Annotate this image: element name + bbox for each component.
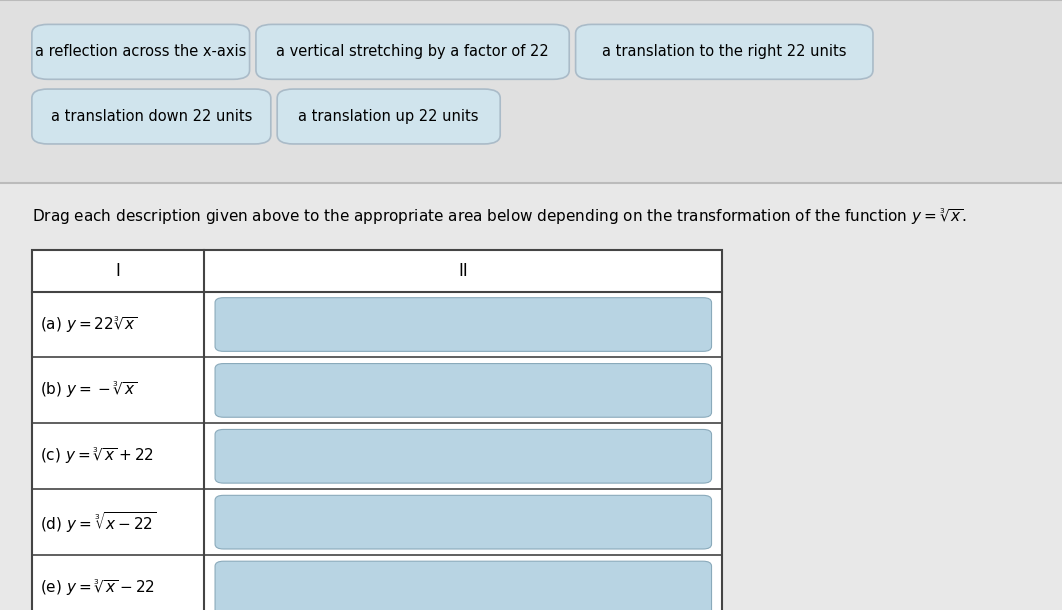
FancyBboxPatch shape	[32, 250, 722, 610]
Text: a translation down 22 units: a translation down 22 units	[51, 109, 252, 124]
Text: a translation up 22 units: a translation up 22 units	[298, 109, 479, 124]
Text: (e) $y = \sqrt[3]{x} - 22$: (e) $y = \sqrt[3]{x} - 22$	[40, 578, 155, 598]
FancyBboxPatch shape	[215, 298, 712, 351]
FancyBboxPatch shape	[215, 561, 712, 610]
Text: Drag each description given above to the appropriate area below depending on the: Drag each description given above to the…	[32, 207, 966, 226]
FancyBboxPatch shape	[576, 24, 873, 79]
FancyBboxPatch shape	[215, 495, 712, 549]
Text: II: II	[459, 262, 468, 280]
Text: (a) $y = 22\sqrt[3]{x}$: (a) $y = 22\sqrt[3]{x}$	[40, 315, 138, 334]
FancyBboxPatch shape	[32, 89, 271, 144]
Text: a translation to the right 22 units: a translation to the right 22 units	[602, 45, 846, 59]
FancyBboxPatch shape	[32, 24, 250, 79]
Text: (b) $y = -\sqrt[3]{x}$: (b) $y = -\sqrt[3]{x}$	[40, 381, 138, 400]
Text: (d) $y = \sqrt[3]{x-22}$: (d) $y = \sqrt[3]{x-22}$	[40, 510, 157, 534]
FancyBboxPatch shape	[215, 429, 712, 483]
FancyBboxPatch shape	[0, 0, 1062, 183]
Text: a vertical stretching by a factor of 22: a vertical stretching by a factor of 22	[276, 45, 549, 59]
Text: I: I	[116, 262, 121, 280]
Text: (c) $y = \sqrt[3]{x} + 22$: (c) $y = \sqrt[3]{x} + 22$	[40, 447, 154, 466]
FancyBboxPatch shape	[215, 364, 712, 417]
FancyBboxPatch shape	[277, 89, 500, 144]
FancyBboxPatch shape	[256, 24, 569, 79]
Text: a reflection across the x-axis: a reflection across the x-axis	[35, 45, 246, 59]
